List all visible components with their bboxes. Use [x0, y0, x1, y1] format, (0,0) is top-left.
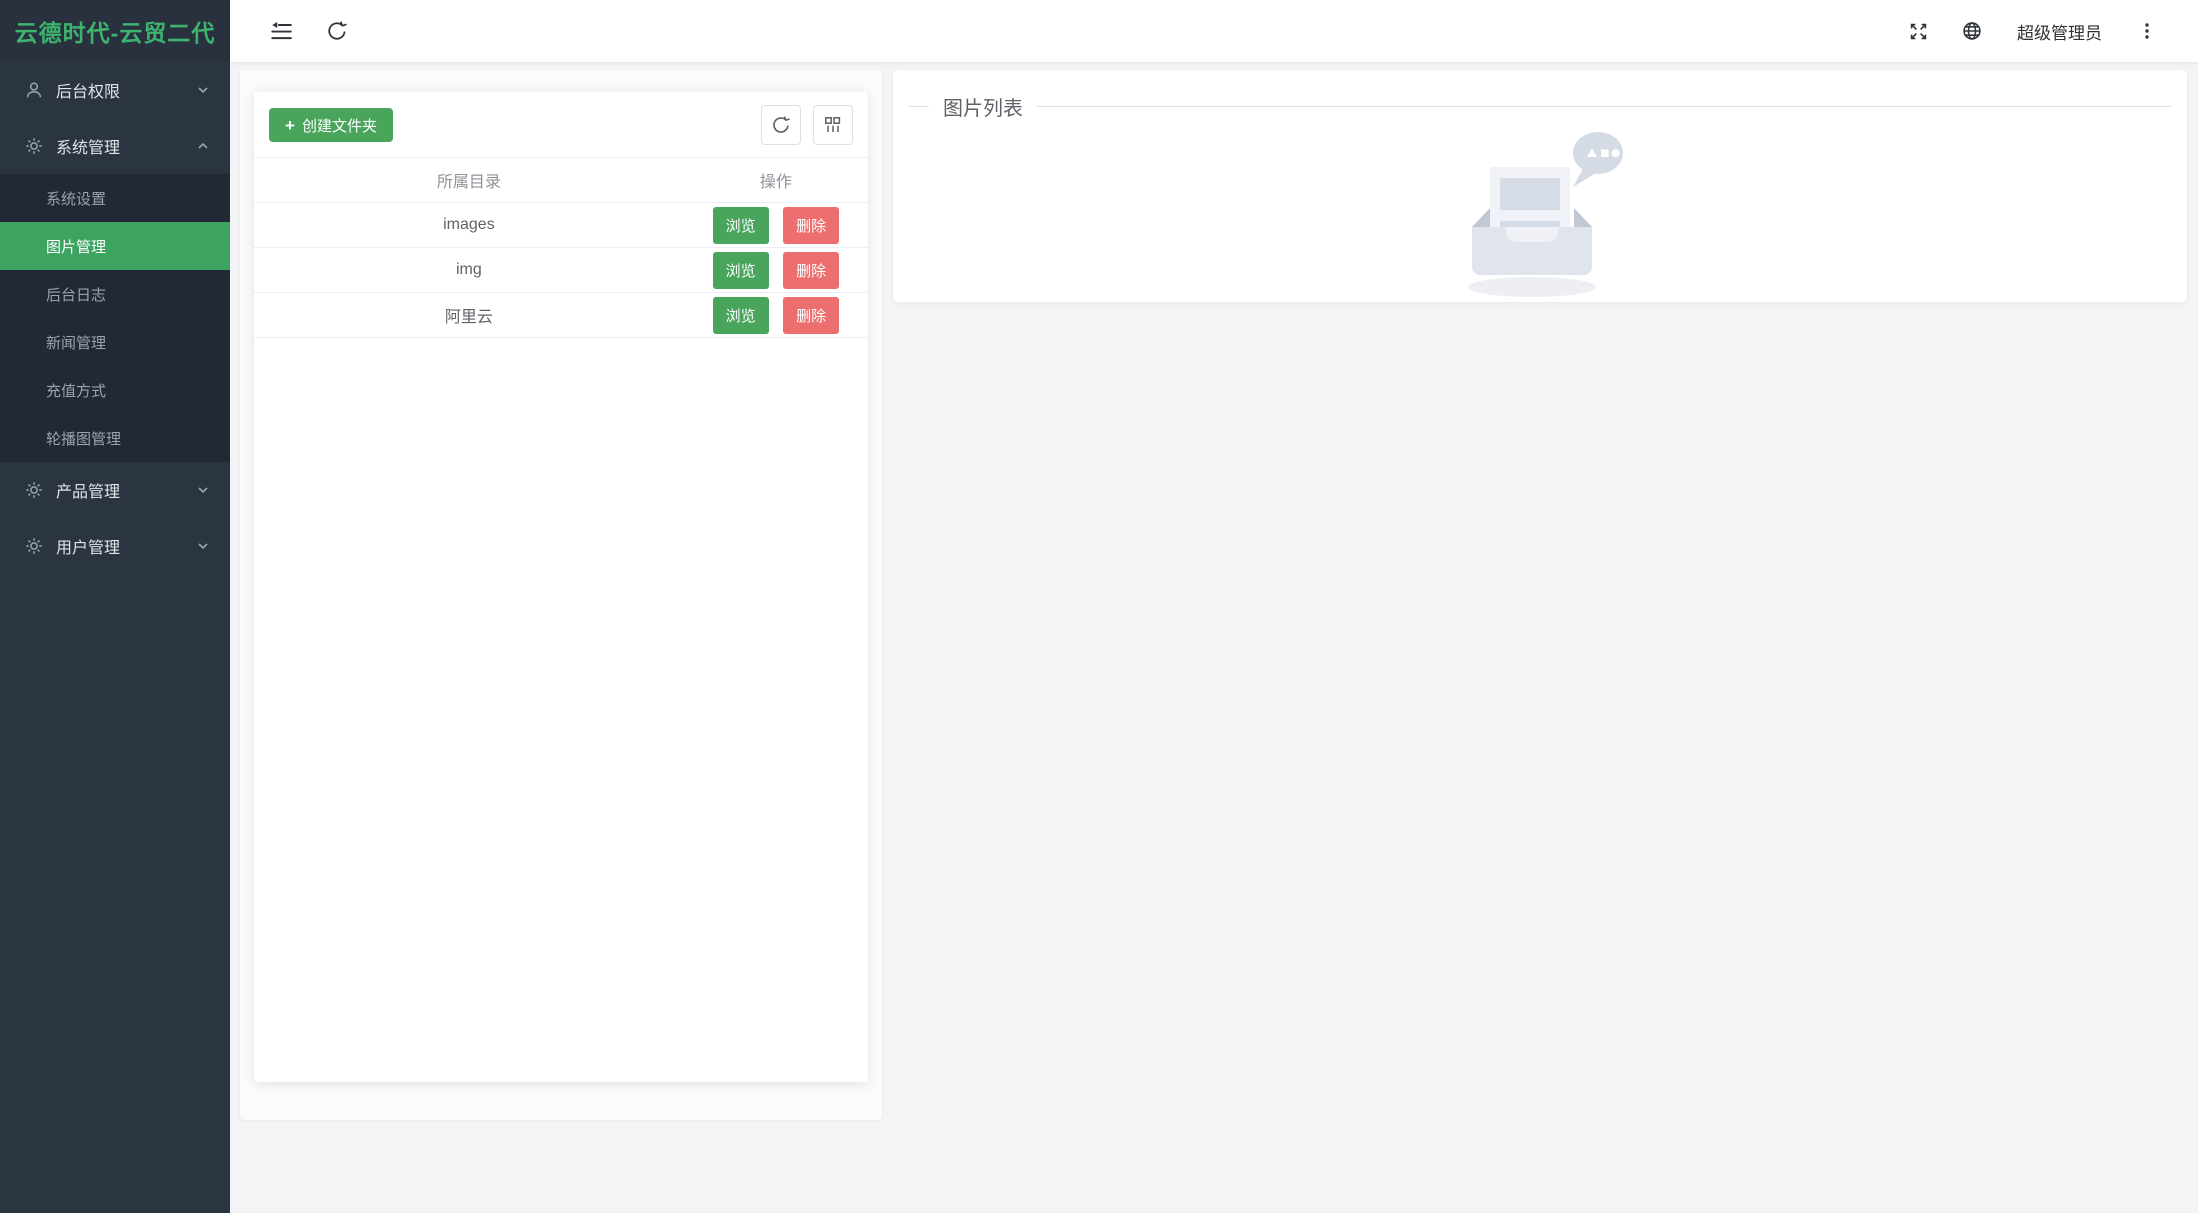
column-header-directory: 所属目录: [254, 157, 684, 203]
globe-icon: [1961, 20, 1983, 42]
divider-line: [909, 106, 929, 107]
refresh-icon: [326, 20, 348, 42]
sidebar-item-user-management[interactable]: 用户管理: [0, 518, 230, 574]
delete-button[interactable]: 删除: [783, 296, 840, 334]
sidebar-item-label: 产品管理: [56, 484, 121, 501]
table-row: img 浏览 删除: [254, 247, 868, 293]
sidebar-subitem-label: 后台日志: [46, 286, 107, 304]
column-settings-button[interactable]: [813, 105, 853, 145]
empty-inbox-illustration: [1450, 131, 1630, 301]
directory-name: 阿里云: [254, 292, 684, 338]
sidebar: 云德时代-云贸二代 后台权限: [0, 0, 230, 1213]
sidebar-subitem-news-management[interactable]: 新闻管理: [0, 318, 230, 366]
gear-icon: [24, 136, 44, 156]
language-globe-button[interactable]: [1959, 18, 1985, 44]
chevron-down-icon: [194, 481, 212, 499]
sidebar-item-label: 系统管理: [56, 140, 121, 157]
image-list-panel: 图片列表: [893, 70, 2187, 302]
sidebar-submenu-system-management: 系统设置 图片管理 后台日志 新闻管理 充值方式 轮播图管理: [0, 174, 230, 462]
browse-button[interactable]: 浏览: [712, 296, 769, 334]
topbar: 超级管理员: [230, 0, 2198, 62]
delete-button[interactable]: 删除: [783, 206, 840, 244]
directory-name: images: [254, 202, 684, 248]
kebab-menu-icon: [2137, 21, 2157, 41]
folder-card: + 创建文件夹: [254, 92, 868, 1082]
app-logo: 云德时代-云贸二代: [0, 0, 230, 62]
sidebar-item-system-management[interactable]: 系统管理: [0, 118, 230, 174]
gear-icon: [24, 536, 44, 556]
row-actions: 浏览 删除: [683, 292, 868, 338]
sidebar-subitem-label: 图片管理: [46, 238, 107, 256]
table-row: images 浏览 删除: [254, 202, 868, 248]
plus-icon: +: [285, 115, 295, 135]
folder-toolbar-right: [761, 105, 853, 145]
sidebar-subitem-label: 充值方式: [46, 382, 107, 400]
create-folder-label: 创建文件夹: [301, 117, 377, 135]
divider-line: [1037, 106, 2171, 107]
row-actions: 浏览 删除: [683, 202, 868, 248]
fullscreen-icon: [1908, 21, 1929, 42]
row-actions: 浏览 删除: [683, 247, 868, 293]
image-list-title: 图片列表: [943, 98, 1023, 120]
sidebar-subitem-recharge-methods[interactable]: 充值方式: [0, 366, 230, 414]
collapse-sidebar-button[interactable]: [268, 18, 294, 44]
collapse-sidebar-icon: [269, 20, 293, 42]
browse-button[interactable]: 浏览: [712, 206, 769, 244]
topbar-right: 超级管理员: [1905, 18, 2160, 44]
empty-state: [909, 131, 2171, 301]
main-column: 超级管理员 + 创建文件夹: [230, 0, 2198, 1213]
sidebar-subitem-backend-logs[interactable]: 后台日志: [0, 270, 230, 318]
folder-panel: + 创建文件夹: [240, 70, 882, 1120]
gear-icon: [24, 480, 44, 500]
delete-button[interactable]: 删除: [783, 251, 840, 289]
sidebar-subitem-label: 系统设置: [46, 190, 107, 208]
content-area: + 创建文件夹: [230, 62, 2198, 1213]
sidebar-subitem-label: 轮播图管理: [46, 430, 122, 448]
sidebar-menu: 后台权限 系统管理: [0, 62, 230, 1213]
app-title: 云德时代-云贸二代: [14, 20, 216, 46]
fullscreen-button[interactable]: [1905, 18, 1931, 44]
image-list-divider: 图片列表: [909, 92, 2171, 121]
sidebar-item-product-management[interactable]: 产品管理: [0, 462, 230, 518]
user-icon: [24, 80, 44, 100]
refresh-table-button[interactable]: [761, 105, 801, 145]
chevron-up-icon: [194, 137, 212, 155]
folder-table-header-row: 所属目录 操作: [254, 157, 868, 203]
sidebar-item-label: 后台权限: [56, 84, 121, 101]
more-options-button[interactable]: [2134, 18, 2160, 44]
chevron-down-icon: [194, 81, 212, 99]
topbar-left: [268, 18, 350, 44]
sidebar-item-backend-permissions[interactable]: 后台权限: [0, 62, 230, 118]
column-header-actions: 操作: [683, 157, 868, 203]
create-folder-button[interactable]: + 创建文件夹: [269, 108, 393, 142]
sidebar-subitem-system-settings[interactable]: 系统设置: [0, 174, 230, 222]
browse-button[interactable]: 浏览: [712, 251, 769, 289]
sidebar-subitem-label: 新闻管理: [46, 334, 107, 352]
sidebar-subitem-carousel-management[interactable]: 轮播图管理: [0, 414, 230, 462]
refresh-icon: [771, 115, 791, 135]
column-settings-icon: [823, 115, 843, 135]
table-row: 阿里云 浏览 删除: [254, 292, 868, 338]
folder-toolbar: + 创建文件夹: [254, 92, 868, 157]
folder-table: 所属目录 操作 images 浏览 删除: [254, 157, 868, 338]
refresh-page-button[interactable]: [324, 18, 350, 44]
current-user-name[interactable]: 超级管理员: [2017, 23, 2102, 43]
directory-name: img: [254, 247, 684, 293]
chevron-down-icon: [194, 537, 212, 555]
sidebar-subitem-image-management[interactable]: 图片管理: [0, 222, 230, 270]
sidebar-item-label: 用户管理: [56, 540, 121, 557]
